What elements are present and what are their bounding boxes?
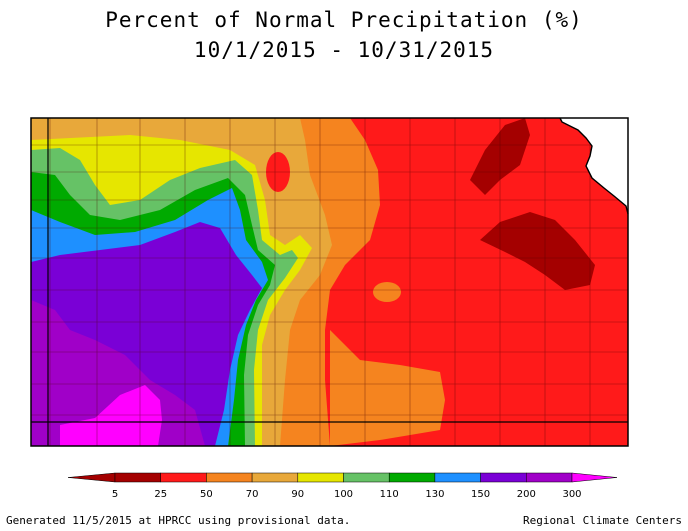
legend-tick-label: 70: [246, 489, 259, 500]
zone-magenta: [60, 385, 162, 446]
legend-tick-label: 300: [562, 489, 581, 500]
legend-swatch: [297, 472, 344, 483]
legend-swatch: [480, 472, 527, 483]
legend-tick-label: 25: [154, 489, 167, 500]
zone-dark-red-east: [480, 212, 595, 290]
legend-tick-label: 50: [200, 489, 213, 500]
legend-tick-label: 110: [380, 489, 399, 500]
legend-swatch: [388, 472, 436, 483]
legend-swatch: [251, 472, 299, 483]
legend-tick-label: 100: [334, 489, 353, 500]
missouri-river-border: [559, 117, 629, 215]
legend-low-arrow: [67, 472, 116, 483]
legend-tick-label: 200: [517, 489, 536, 500]
map-title: Percent of Normal Precipitation (%): [105, 8, 583, 32]
legend-swatch: [114, 472, 161, 483]
legend-swatch: [434, 472, 481, 483]
legend-colorbar: 5 25 50 70 90 100 110 130 150 200 300: [67, 472, 618, 500]
map-frame: [30, 117, 629, 447]
legend-tick-label: 150: [471, 489, 490, 500]
legend-tick-label: 90: [291, 489, 304, 500]
color-fill-layer: [31, 118, 628, 446]
legend-swatch: [526, 472, 573, 483]
zone-orange-south: [330, 330, 445, 446]
footer-credit: Regional Climate Centers: [523, 514, 682, 527]
footer-generated-note: Generated 11/5/2015 at HPRCC using provi…: [6, 514, 351, 527]
zone-violet: [31, 300, 205, 446]
legend-tick-label: 130: [425, 489, 444, 500]
zone-orange-blob: [373, 282, 401, 302]
legend-high-arrow: [571, 472, 618, 483]
map-date-range: 10/1/2015 - 10/31/2015: [193, 38, 495, 62]
legend-swatch: [343, 472, 390, 483]
county-lines: [31, 118, 628, 446]
legend-swatch: [206, 472, 253, 483]
legend-tick-label: 5: [112, 489, 118, 500]
legend-swatch: [160, 472, 207, 483]
